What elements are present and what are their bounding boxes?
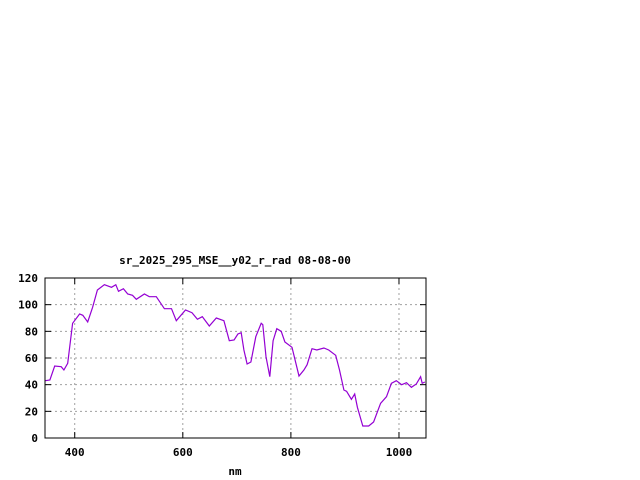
y-tick-label: 60 bbox=[25, 352, 38, 365]
x-tick-label: 400 bbox=[65, 446, 85, 459]
y-tick-label: 40 bbox=[25, 379, 38, 392]
x-tick-label: 800 bbox=[281, 446, 301, 459]
series-line bbox=[45, 283, 426, 427]
y-tick-label: 80 bbox=[25, 325, 38, 338]
y-tick-label: 120 bbox=[18, 272, 38, 285]
grid bbox=[45, 278, 426, 438]
y-tick-label: 0 bbox=[31, 432, 38, 445]
x-tick-label: 600 bbox=[173, 446, 193, 459]
plot-frame bbox=[44, 277, 427, 439]
axis-ticks: 0 20 40 60 80 100 120 400 600 800 1000 bbox=[18, 272, 426, 459]
y-tick-label: 100 bbox=[18, 299, 38, 312]
chart-title: sr_2025_295_MSE__y02_r_rad 08-08-00 bbox=[119, 254, 351, 267]
x-tick-label: 1000 bbox=[386, 446, 413, 459]
x-axis-label: nm bbox=[228, 465, 242, 478]
y-tick-label: 20 bbox=[25, 405, 38, 418]
